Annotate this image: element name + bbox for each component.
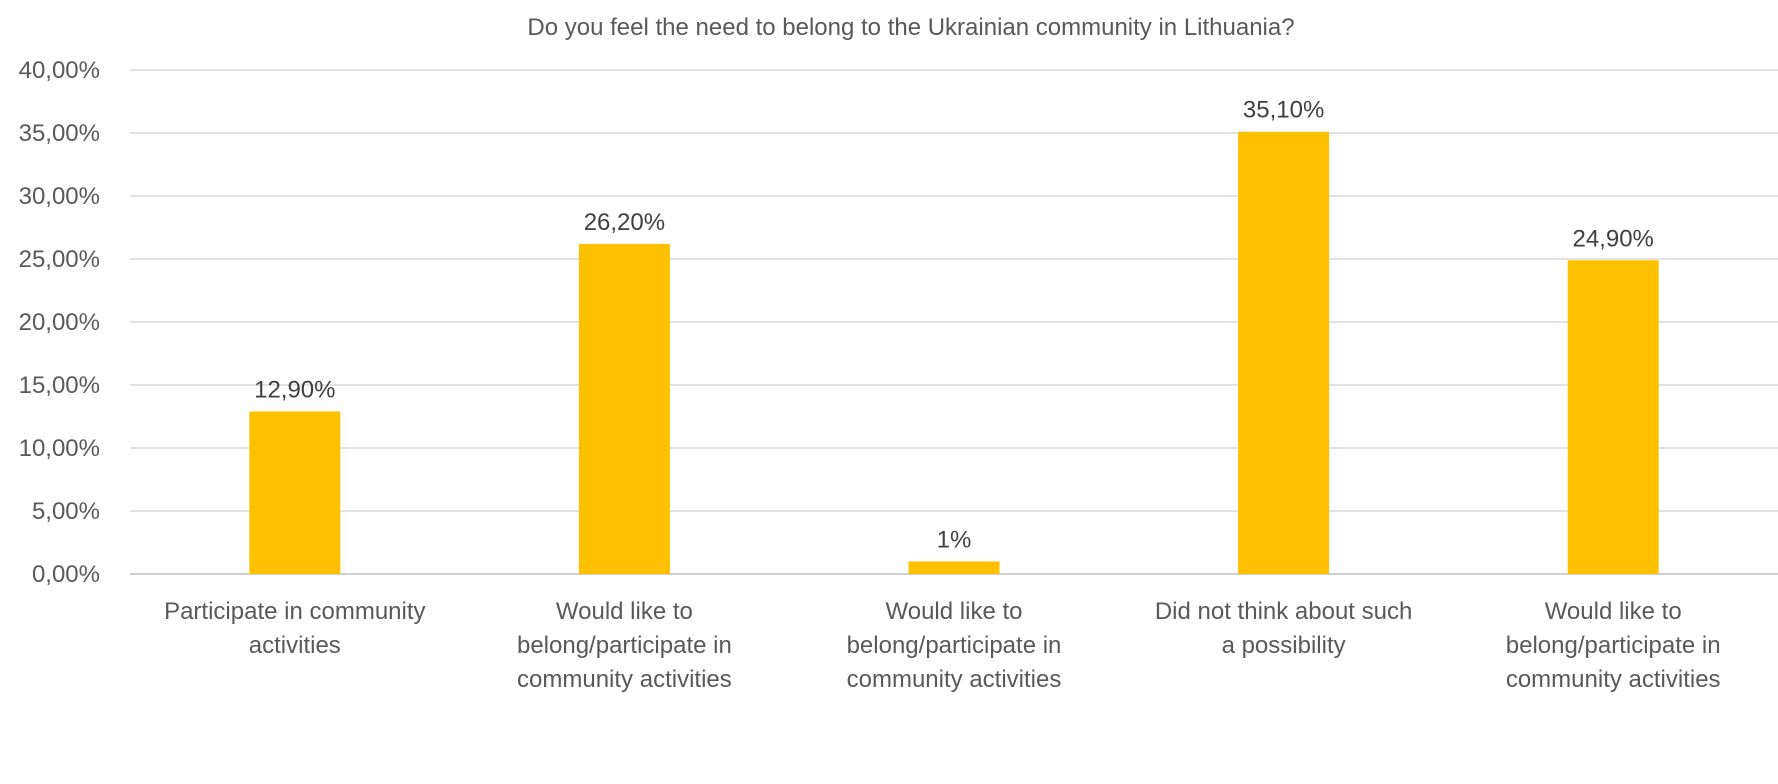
data-label: 1%: [937, 526, 972, 553]
category-label: Participate in community activities: [164, 598, 425, 659]
y-tick-label: 35,00%: [19, 120, 100, 147]
data-label: 12,90%: [254, 376, 335, 403]
y-tick-label: 15,00%: [19, 372, 100, 399]
bar: [1567, 260, 1659, 574]
category-label-line: community activities: [517, 666, 732, 693]
bar: [1238, 131, 1330, 575]
y-tick-label: 25,00%: [19, 246, 100, 273]
bar: [249, 411, 341, 574]
chart-title: Do you feel the need to belong to the Uk…: [527, 14, 1294, 41]
y-tick-label: 5,00%: [32, 498, 100, 525]
y-tick-label: 20,00%: [19, 309, 100, 336]
category-label-line: Participate in community: [164, 598, 425, 625]
category-label-line: activities: [249, 632, 341, 659]
data-labels: 12,90% 26,20% 1% 35,10% 24,90%: [254, 97, 1654, 554]
y-axis-tick-labels: 0,00% 5,00% 10,00% 15,00% 20,00% 25,00% 30,00%…: [19, 57, 100, 588]
bar: [908, 561, 1000, 574]
category-label-line: community activities: [847, 666, 1062, 693]
data-label: 24,90%: [1572, 225, 1653, 252]
category-label: Would like to belong/participate in commun…: [847, 598, 1062, 693]
bar: [578, 243, 670, 574]
y-tick-label: 40,00%: [19, 57, 100, 84]
category-label: Would like to belong/participate in commun…: [517, 598, 732, 693]
category-label-line: belong/participate in: [517, 632, 732, 659]
category-labels: Participate in community activities Would …: [164, 598, 1721, 693]
category-label-line: a possibility: [1222, 632, 1346, 659]
category-label: Would like to belong/participate in commun…: [1506, 598, 1721, 693]
y-tick-label: 10,00%: [19, 435, 100, 462]
category-label-line: Would like to: [1545, 598, 1682, 625]
category-label-line: belong/participate in: [1506, 632, 1721, 659]
category-label-line: Did not think about such: [1155, 598, 1413, 625]
gridlines: [130, 69, 1778, 575]
data-label: 35,10%: [1243, 97, 1324, 124]
y-tick-label: 30,00%: [19, 183, 100, 210]
bars: [249, 131, 1659, 575]
category-label-line: belong/participate in: [847, 632, 1062, 659]
data-label: 26,20%: [584, 209, 665, 236]
category-label-line: community activities: [1506, 666, 1721, 693]
category-label-line: Would like to: [886, 598, 1023, 625]
y-tick-label: 0,00%: [32, 561, 100, 588]
category-label: Did not think about such a possibility: [1155, 598, 1413, 659]
category-label-line: Would like to: [556, 598, 693, 625]
